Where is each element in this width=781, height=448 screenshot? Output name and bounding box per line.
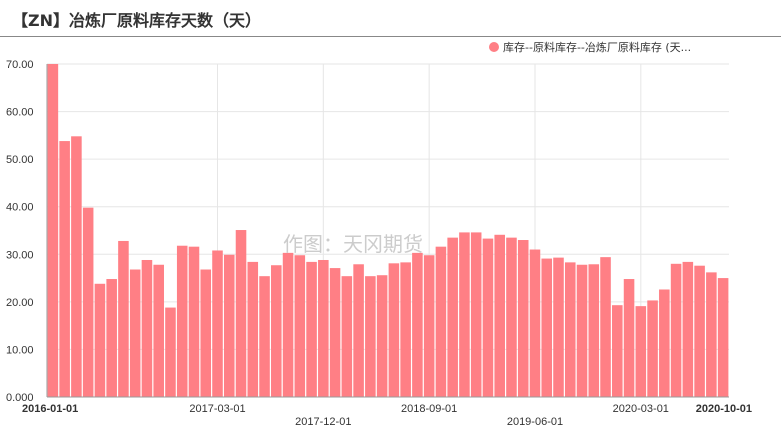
bar[interactable] (388, 263, 400, 397)
bar[interactable] (200, 269, 212, 397)
title-divider (0, 36, 781, 37)
x-axis-ticks: 2016-01-01 2017-03-01 2017-12-01 2018-09-01… (22, 403, 752, 428)
bar[interactable] (259, 276, 270, 397)
bar[interactable] (459, 232, 470, 397)
bar[interactable] (129, 269, 141, 397)
chart-title: 【ZN】冶炼厂原料库存天数（天） (12, 11, 261, 30)
bar[interactable] (447, 237, 458, 397)
bar[interactable] (306, 261, 317, 397)
bar[interactable] (294, 255, 306, 397)
bar[interactable] (59, 141, 70, 397)
legend-label: 库存--原料库存--冶炼厂原料库存 (天... (503, 41, 692, 54)
bar[interactable] (282, 252, 294, 397)
bar[interactable] (106, 279, 117, 397)
bar[interactable] (717, 278, 729, 397)
x-tick-label: 2016-01-01 (22, 403, 78, 415)
y-tick-label: 30.00 (6, 249, 34, 261)
bar[interactable] (541, 258, 553, 397)
bar[interactable] (212, 250, 223, 397)
bars (47, 64, 729, 397)
legend-marker-icon (489, 42, 499, 52)
bar[interactable] (318, 259, 329, 397)
bar[interactable] (470, 232, 482, 397)
y-tick-label: 10.00 (6, 344, 34, 356)
bar[interactable] (423, 255, 435, 397)
bar[interactable] (529, 249, 541, 397)
bar[interactable] (118, 240, 129, 397)
bar[interactable] (412, 252, 423, 397)
bar[interactable] (141, 259, 153, 397)
bar[interactable] (365, 276, 376, 397)
y-tick-label: 70.00 (6, 59, 34, 71)
bar[interactable] (494, 234, 505, 397)
bar[interactable] (506, 237, 517, 397)
bar[interactable] (564, 262, 576, 397)
bar[interactable] (94, 283, 106, 397)
bar[interactable] (600, 257, 611, 397)
bar[interactable] (176, 245, 188, 397)
bar[interactable] (623, 279, 635, 397)
bar[interactable] (153, 264, 164, 397)
bar[interactable] (482, 238, 494, 397)
bar[interactable] (341, 276, 353, 397)
y-tick-label: 60.00 (6, 107, 34, 119)
bar[interactable] (400, 262, 411, 397)
legend[interactable]: 库存--原料库存--冶炼厂原料库存 (天... (489, 39, 691, 55)
bar[interactable] (235, 230, 247, 397)
y-axis-ticks: 0.000 10.00 20.00 30.00 40.00 50.00 60.00 70.00 (6, 59, 34, 404)
bar[interactable] (188, 246, 200, 397)
y-tick-label: 50.00 (6, 154, 34, 166)
bar[interactable] (47, 64, 59, 397)
bar[interactable] (376, 275, 388, 397)
x-tick-label: 2018-09-01 (401, 403, 457, 415)
bar[interactable] (682, 261, 694, 397)
bar[interactable] (165, 307, 176, 397)
bar[interactable] (247, 261, 259, 397)
bar[interactable] (353, 264, 364, 397)
x-tick-label: 2019-06-01 (507, 416, 563, 428)
x-tick-label: 2017-03-01 (189, 403, 245, 415)
bar[interactable] (670, 263, 682, 397)
bar[interactable] (635, 306, 647, 397)
bar[interactable] (694, 265, 705, 397)
bar[interactable] (588, 264, 600, 397)
y-tick-label: 0.000 (6, 392, 34, 404)
x-tick-label: 2017-12-01 (295, 416, 351, 428)
y-tick-label: 20.00 (6, 297, 34, 309)
watermark: 作图：天冈期货 (283, 232, 423, 256)
bar[interactable] (82, 207, 94, 397)
bar[interactable] (659, 289, 670, 397)
bar[interactable] (706, 272, 717, 397)
bar[interactable] (647, 300, 658, 397)
x-tick-label: 2020-10-01 (696, 403, 752, 415)
bar[interactable] (553, 257, 564, 397)
axes (46, 64, 729, 398)
bar[interactable] (271, 265, 282, 397)
bar[interactable] (612, 305, 623, 397)
x-tick-label: 2020-03-01 (613, 403, 669, 415)
bar[interactable] (576, 264, 588, 397)
bar[interactable] (517, 240, 529, 397)
bar[interactable] (435, 246, 447, 397)
bar[interactable] (71, 136, 82, 397)
y-tick-label: 40.00 (6, 202, 34, 214)
bar[interactable] (329, 268, 341, 397)
bar[interactable] (223, 254, 235, 397)
